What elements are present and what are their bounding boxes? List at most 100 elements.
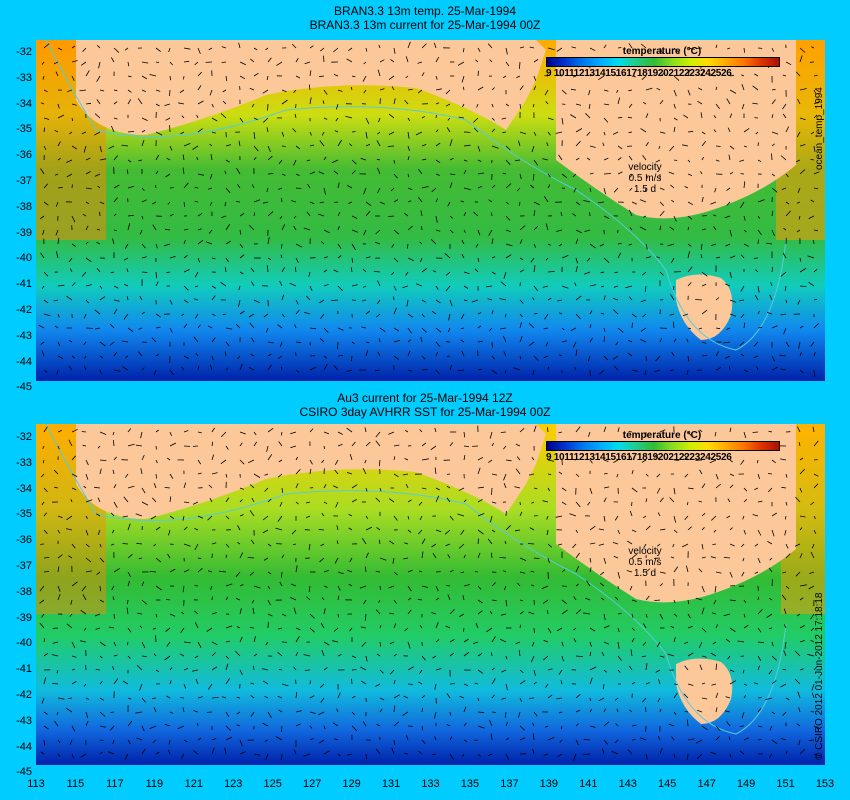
current-arrow <box>516 456 521 461</box>
current-arrow <box>194 543 199 551</box>
current-arrow <box>164 655 171 661</box>
current-arrow <box>695 597 703 601</box>
current-arrow <box>262 722 269 727</box>
current-arrow <box>250 267 255 273</box>
current-arrow <box>253 431 257 436</box>
current-arrow <box>514 486 521 489</box>
current-arrow <box>345 115 353 119</box>
current-arrow <box>463 499 467 503</box>
current-arrow <box>351 441 356 447</box>
current-arrow <box>617 627 620 633</box>
current-arrow <box>208 229 213 234</box>
current-arrow <box>166 157 171 161</box>
current-arrow <box>603 486 610 489</box>
current-arrow <box>309 45 314 49</box>
current-arrow <box>295 483 299 489</box>
current-arrow <box>57 157 61 161</box>
current-arrow <box>796 229 801 233</box>
current-arrow <box>667 243 675 247</box>
current-arrow <box>602 683 605 690</box>
current-arrow <box>723 557 731 559</box>
current-arrow <box>393 721 400 727</box>
current-arrow <box>42 229 45 236</box>
current-arrow <box>278 459 283 463</box>
current-arrow <box>194 313 199 319</box>
current-arrow <box>281 145 286 147</box>
current-arrow <box>431 753 437 756</box>
current-arrow <box>110 57 115 63</box>
current-arrow <box>445 271 451 276</box>
current-arrow <box>138 351 143 357</box>
current-arrow <box>364 459 367 464</box>
current-arrow <box>449 442 454 447</box>
current-arrow <box>701 725 708 731</box>
current-arrow <box>319 337 325 343</box>
current-arrow <box>505 753 510 760</box>
current-arrow <box>337 285 343 292</box>
current-arrow <box>136 542 143 545</box>
current-arrow <box>193 710 199 713</box>
current-arrow <box>542 500 549 503</box>
current-arrow <box>597 201 605 204</box>
current-arrow <box>96 99 101 105</box>
current-arrow <box>687 327 691 330</box>
current-arrow <box>419 429 423 433</box>
current-arrow <box>323 608 326 615</box>
current-arrow <box>407 515 410 520</box>
current-arrow <box>558 669 563 676</box>
current-arrow <box>687 251 690 259</box>
current-arrow <box>799 527 803 531</box>
current-arrow <box>645 256 652 259</box>
current-arrow <box>211 131 217 134</box>
current-arrow <box>715 571 722 574</box>
current-arrow <box>393 327 399 332</box>
current-arrow <box>169 256 176 259</box>
current-arrow <box>225 543 230 548</box>
current-arrow <box>376 723 381 727</box>
bottom-colorbar: temperature (°C) 9 101112131415161718192… <box>546 430 786 463</box>
current-arrow <box>337 89 343 92</box>
current-arrow <box>711 612 717 615</box>
current-arrow <box>81 131 87 135</box>
current-arrow <box>238 299 241 307</box>
current-arrow <box>108 626 115 629</box>
current-arrow <box>421 226 423 231</box>
current-arrow <box>603 708 606 713</box>
current-arrow <box>729 299 737 303</box>
current-arrow <box>545 101 549 105</box>
current-arrow <box>306 596 311 601</box>
current-arrow <box>813 145 816 152</box>
current-arrow <box>247 557 255 559</box>
current-arrow <box>407 117 411 122</box>
current-arrow <box>715 297 720 301</box>
current-arrow <box>449 569 454 573</box>
current-arrow <box>247 459 255 464</box>
current-arrow <box>655 669 661 673</box>
current-arrow <box>598 697 605 702</box>
current-arrow <box>627 352 633 357</box>
current-arrow <box>783 227 787 231</box>
current-arrow <box>295 627 301 631</box>
current-arrow <box>477 86 484 91</box>
current-arrow <box>211 103 214 108</box>
current-arrow <box>742 515 745 520</box>
current-arrow <box>487 298 493 301</box>
current-arrow <box>404 627 409 632</box>
current-arrow <box>225 223 231 231</box>
y-axis-label: -45 <box>16 766 32 779</box>
current-arrow <box>141 271 148 273</box>
current-arrow <box>183 299 189 304</box>
current-arrow <box>642 101 647 105</box>
current-arrow <box>435 495 440 503</box>
current-arrow <box>139 295 143 301</box>
current-arrow <box>209 364 213 371</box>
current-arrow <box>475 623 479 629</box>
current-arrow <box>421 158 427 161</box>
current-arrow <box>57 103 60 109</box>
current-arrow <box>631 469 634 475</box>
current-arrow <box>725 638 731 643</box>
current-arrow <box>701 283 707 287</box>
current-arrow <box>39 585 45 592</box>
current-arrow <box>169 327 173 333</box>
current-arrow <box>503 585 507 591</box>
